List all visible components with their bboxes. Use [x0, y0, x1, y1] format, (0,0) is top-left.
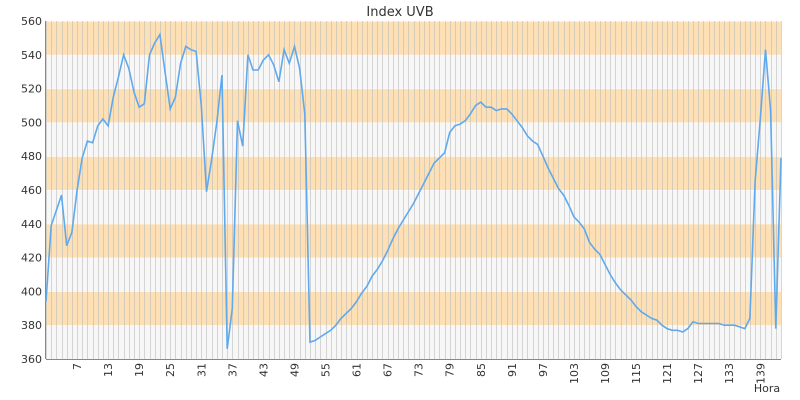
x-tick-label-73: 73	[413, 363, 426, 377]
series-line-uvb	[45, 32, 782, 349]
band-480-500	[46, 122, 781, 157]
y-tick-labels: 360 380 400 420 440 460 480 500 520 540 560	[21, 15, 42, 366]
y-tick-label-440: 440	[21, 218, 42, 231]
band-380-400	[46, 291, 781, 326]
band-420-440	[46, 223, 781, 258]
band-460-480	[46, 156, 781, 190]
x-tick-label-85: 85	[475, 363, 488, 377]
x-tick-label-139: 139	[754, 363, 767, 384]
y-tick-label-520: 520	[21, 83, 42, 96]
chart-title: Index UVB	[366, 5, 433, 20]
y-tick-label-420: 420	[21, 252, 42, 265]
x-tick-label-49: 49	[288, 363, 301, 377]
x-tick-label-55: 55	[320, 363, 333, 377]
x-tick-label-19: 19	[133, 363, 146, 377]
x-tick-label-97: 97	[537, 363, 550, 377]
vertical-gridlines	[46, 21, 782, 359]
x-tick-label-13: 13	[102, 363, 115, 377]
x-tick-label-67: 67	[382, 363, 395, 377]
x-axis-label: Hora	[754, 382, 780, 395]
x-tick-label-31: 31	[195, 363, 208, 377]
x-tick-label-37: 37	[226, 363, 239, 377]
x-tick-label-43: 43	[257, 363, 270, 377]
band-360-380	[46, 325, 781, 359]
axes	[45, 21, 781, 360]
y-tick-label-460: 460	[21, 184, 42, 197]
band-500-520	[46, 88, 781, 123]
y-tick-label-500: 500	[21, 116, 42, 129]
x-tick-label-103: 103	[568, 363, 581, 384]
y-tick-label-540: 540	[21, 49, 42, 62]
x-tick-label-79: 79	[444, 363, 457, 377]
y-tick-label-560: 560	[21, 15, 42, 28]
band-400-420	[46, 257, 781, 292]
x-tick-label-61: 61	[351, 363, 364, 377]
y-tick-label-380: 380	[21, 319, 42, 332]
x-tick-label-127: 127	[692, 363, 705, 384]
x-tick-label-7: 7	[71, 363, 84, 370]
x-tick-label-133: 133	[723, 363, 736, 384]
x-tick-label-25: 25	[164, 363, 177, 377]
band-520-540	[46, 54, 781, 89]
band-540-560	[46, 21, 781, 55]
x-tick-label-115: 115	[630, 363, 643, 384]
x-tick-label-109: 109	[599, 363, 612, 384]
y-tick-label-360: 360	[21, 353, 42, 366]
plot-background-bands	[46, 20, 781, 359]
x-tick-labels: 7 13 19 25 31 37 43 49 55 61 67 73 79 85 91 97 103 109 115…	[71, 363, 767, 384]
x-tick-label-91: 91	[506, 363, 519, 377]
band-440-460	[46, 190, 781, 224]
y-tick-label-480: 480	[21, 150, 42, 163]
y-tick-label-400: 400	[21, 285, 42, 298]
x-tick-label-121: 121	[661, 363, 674, 384]
